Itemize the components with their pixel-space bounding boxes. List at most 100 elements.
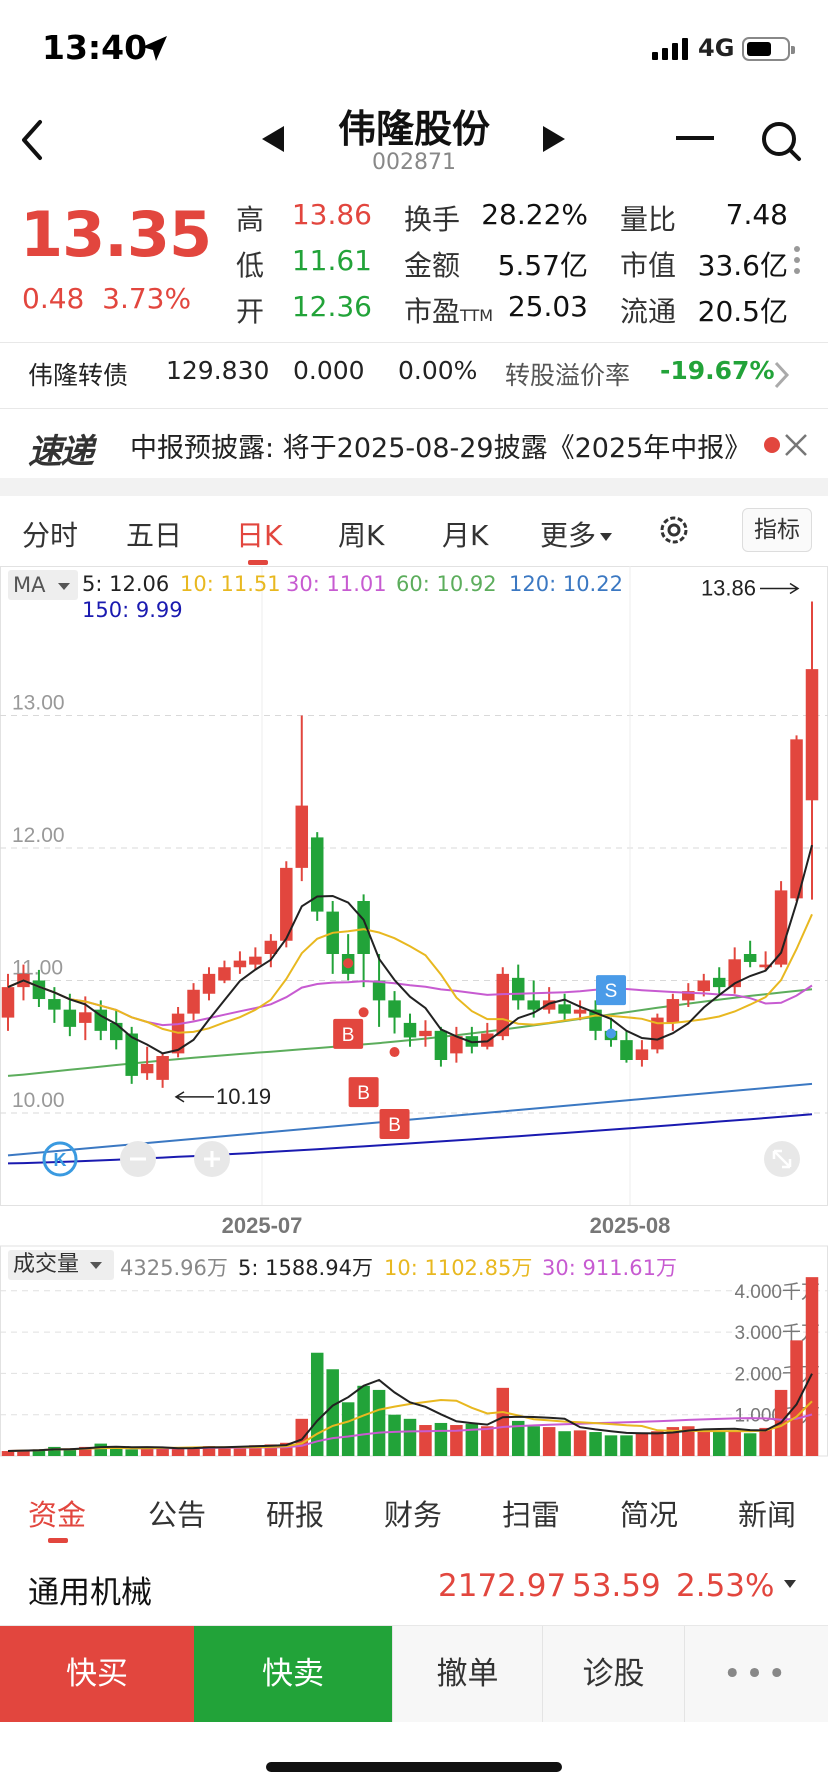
candle-body <box>450 1036 463 1054</box>
trade-marker-label: S <box>605 981 618 1002</box>
minus-icon[interactable] <box>676 136 714 140</box>
section-gap <box>0 478 828 496</box>
tab-news[interactable]: 新闻 <box>738 1498 797 1532</box>
volume-bar <box>465 1423 479 1456</box>
volume-bar <box>156 1448 169 1456</box>
candle-body <box>357 901 370 954</box>
quick-buy-button[interactable]: 快买 <box>0 1626 194 1722</box>
volume-bar <box>249 1445 262 1456</box>
bond-name[interactable]: 伟隆转债 <box>28 361 129 390</box>
candle-body <box>712 977 726 988</box>
trade-marker-label: B <box>357 1083 370 1104</box>
tab-more[interactable]: 更多 <box>540 514 613 554</box>
divider <box>0 408 828 409</box>
max-arrow-icon <box>760 582 800 595</box>
candle-body <box>419 1030 432 1037</box>
candle-body <box>264 940 278 954</box>
cancel-order-button[interactable]: 撤单 <box>392 1626 542 1722</box>
volume-bar <box>187 1446 200 1456</box>
volume-bar <box>589 1432 602 1456</box>
y-tick-label: 10.00 <box>12 1089 65 1112</box>
x-tick-label: 2025-07 <box>222 1213 303 1238</box>
next-stock-icon[interactable] <box>543 126 565 152</box>
diagnose-button[interactable]: 诊股 <box>542 1626 684 1722</box>
dropdown-caret-icon <box>600 533 613 541</box>
ma150-legend: 150: 9.99 <box>82 598 183 622</box>
back-icon[interactable] <box>18 118 48 162</box>
volume-bar <box>372 1389 386 1456</box>
gear-icon[interactable] <box>656 512 692 548</box>
volume-bar <box>651 1431 664 1456</box>
change-percent: 3.73% <box>102 282 192 315</box>
tab-profile[interactable]: 简况 <box>620 1498 679 1532</box>
quote-label: 开 <box>236 295 265 328</box>
quote-value: 5.57亿 <box>497 249 588 282</box>
volume-bar <box>434 1422 448 1456</box>
trade-marker-dot <box>389 1047 400 1058</box>
prev-stock-icon[interactable] <box>262 126 284 152</box>
trade-marker-dot <box>606 1028 616 1039</box>
more-vertical-icon[interactable] <box>794 246 802 279</box>
dropdown-caret-icon <box>90 1261 103 1269</box>
tab-intraday[interactable]: 分时 <box>22 519 79 552</box>
volume-select[interactable]: 成交量 <box>8 1250 114 1280</box>
quote-label: 流通 <box>620 295 677 328</box>
more-actions-button[interactable]: ••• <box>684 1626 828 1722</box>
quote-value: 7.48 <box>725 198 788 231</box>
candle-body <box>759 964 772 968</box>
dropdown-caret-icon <box>58 582 71 590</box>
volume-bar <box>310 1352 324 1456</box>
volume-bar <box>682 1426 695 1456</box>
volume-bar <box>805 1277 819 1456</box>
candle-body <box>202 973 216 994</box>
volume-bar <box>218 1446 231 1456</box>
volume-latest: 4325.96万 <box>120 1256 228 1280</box>
bond-price: 129.830 <box>166 356 270 385</box>
search-icon[interactable] <box>760 120 802 162</box>
quote-value: 20.5亿 <box>697 295 788 328</box>
news-text[interactable]: 中报预披露: 将于2025-08-29披露《2025年中报》 <box>130 433 752 464</box>
volume-bar <box>743 1433 757 1456</box>
close-icon[interactable] <box>784 433 808 457</box>
tab-funds[interactable]: 资金 <box>28 1498 87 1532</box>
ma-select[interactable]: MA <box>8 570 78 600</box>
candle-body <box>233 960 247 968</box>
indicator-button[interactable]: 指标 <box>742 508 812 552</box>
candle-body <box>434 1030 448 1060</box>
volume-bar <box>233 1446 247 1456</box>
quote-value: 13.86 <box>291 198 372 231</box>
candle-body <box>1 987 15 1018</box>
candle-body <box>558 1004 571 1014</box>
volume-bar <box>125 1449 138 1456</box>
kline-chart[interactable]: 13.00 12.00 11.00 10.00 2025-07 2025-08 13.86 1… <box>0 566 828 1566</box>
tab-research[interactable]: 研报 <box>266 1498 325 1532</box>
tab-daily-k[interactable]: 日K <box>236 519 283 552</box>
sector-change: 53.59 <box>572 1568 661 1604</box>
tab-risk-scan[interactable]: 扫雷 <box>502 1498 561 1532</box>
tab-monthly-k[interactable]: 月K <box>442 519 489 552</box>
tab-five-day[interactable]: 五日 <box>126 519 183 552</box>
quote-value: 25.03 <box>507 290 588 323</box>
ma-select-label: MA <box>13 573 46 597</box>
trade-marker <box>379 1108 410 1139</box>
sector-value: 2172.97 <box>438 1568 567 1604</box>
candle-body <box>635 1049 649 1060</box>
volume-bar <box>573 1430 587 1456</box>
tab-weekly-k[interactable]: 周K <box>338 519 385 552</box>
candle-body <box>295 805 309 868</box>
dropdown-caret-icon[interactable] <box>784 1580 796 1588</box>
chevron-right-icon[interactable] <box>772 360 790 390</box>
candle-body <box>79 1012 92 1023</box>
tab-financials[interactable]: 财务 <box>384 1498 443 1532</box>
volume-bar <box>326 1369 339 1456</box>
volume-bar <box>759 1427 772 1456</box>
volume-select-label: 成交量 <box>13 1252 80 1277</box>
fullscreen-glyph <box>772 1149 792 1169</box>
quote-value: 33.6亿 <box>697 249 788 282</box>
current-price: 13.35 <box>20 198 212 271</box>
volume-bar <box>635 1433 649 1456</box>
news-logo: 速递 <box>28 432 94 472</box>
sector-name[interactable]: 通用机械 <box>28 1575 152 1611</box>
quick-sell-button[interactable]: 快卖 <box>194 1626 392 1722</box>
tab-announcements[interactable]: 公告 <box>148 1498 207 1532</box>
